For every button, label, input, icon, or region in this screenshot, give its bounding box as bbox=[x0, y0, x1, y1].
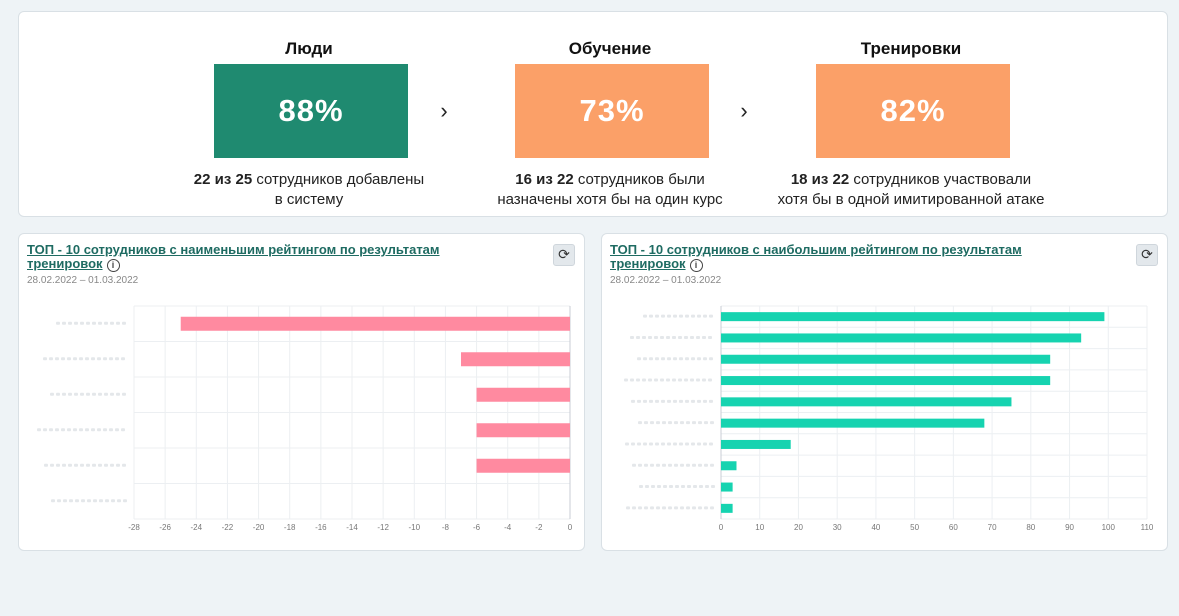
x-tick-label: 110 bbox=[1141, 523, 1154, 532]
bar[interactable] bbox=[721, 439, 791, 449]
highest-rating-chart-card: ТОП - 10 сотрудников с наибольшим рейтин… bbox=[601, 233, 1168, 551]
x-tick-label: -26 bbox=[159, 523, 171, 532]
stat-description: 16 из 22 сотрудников были назначены хотя … bbox=[497, 171, 723, 208]
y-axis-label-redacted bbox=[625, 442, 713, 446]
refresh-icon: ⟳ bbox=[558, 246, 570, 262]
highest-rating-bar-chart: 0 10 20 30 40 50 60 70 80 90 100 110 bbox=[624, 305, 1154, 532]
x-tick-label: 0 bbox=[568, 523, 573, 532]
y-axis-label-redacted bbox=[630, 335, 712, 339]
y-axis-label-redacted bbox=[639, 485, 715, 489]
bar[interactable] bbox=[180, 316, 570, 331]
y-axis-label-redacted bbox=[624, 378, 712, 382]
chart-title-link[interactable]: ТОП - 10 сотрудников с наименьшим рейтин… bbox=[27, 242, 440, 272]
y-axis-label-redacted bbox=[638, 421, 714, 425]
info-icon[interactable]: i bbox=[689, 259, 703, 272]
x-tick-label: -8 bbox=[442, 523, 450, 532]
x-tick-label: 30 bbox=[833, 523, 842, 532]
x-tick-label: -2 bbox=[535, 523, 543, 532]
bar[interactable] bbox=[476, 423, 570, 438]
x-tick-label: 50 bbox=[910, 523, 919, 532]
x-tick-label: -22 bbox=[222, 523, 234, 532]
y-axis-label-redacted bbox=[50, 392, 126, 396]
bar[interactable] bbox=[721, 482, 733, 492]
chart-title-link[interactable]: ТОП - 10 сотрудников с наибольшим рейтин… bbox=[610, 242, 1022, 272]
y-axis-label-redacted bbox=[37, 428, 125, 432]
y-axis-label-redacted bbox=[643, 314, 713, 318]
bar[interactable] bbox=[721, 418, 985, 428]
y-axis-label-redacted bbox=[43, 357, 125, 361]
stat-value-box: 82% bbox=[816, 64, 1010, 158]
bar[interactable] bbox=[476, 387, 570, 402]
stat-title: Тренировки bbox=[860, 39, 962, 58]
bar[interactable] bbox=[721, 397, 1012, 407]
stat-title: Обучение bbox=[568, 39, 652, 58]
stat-description: 22 из 25 сотрудников добавлены в систему bbox=[193, 171, 425, 208]
bar[interactable] bbox=[721, 461, 737, 471]
y-axis-label-redacted bbox=[631, 399, 713, 403]
x-tick-label: 20 bbox=[794, 523, 803, 532]
bar[interactable] bbox=[461, 352, 570, 367]
date-range: 28.02.2022 – 01.03.2022 bbox=[610, 275, 722, 286]
x-tick-label: -24 bbox=[191, 523, 203, 532]
x-tick-label: -4 bbox=[504, 523, 512, 532]
lowest-rating-bar-chart: -28 -26 -24 -22 -20 -18 -16 -14 -12 -10 -8 -6 -4 -2 0 bbox=[37, 305, 573, 532]
y-axis-label-redacted bbox=[632, 463, 714, 467]
info-icon[interactable]: i bbox=[106, 259, 120, 272]
y-axis-label-redacted bbox=[626, 506, 714, 510]
refresh-button[interactable]: ⟳ bbox=[553, 244, 575, 266]
x-tick-label: -20 bbox=[253, 523, 265, 532]
x-tick-label: 100 bbox=[1102, 523, 1116, 532]
x-tick-label: -16 bbox=[315, 523, 327, 532]
bar[interactable] bbox=[721, 503, 733, 513]
x-tick-label: 10 bbox=[755, 523, 764, 532]
y-axis-label-redacted bbox=[44, 463, 126, 467]
x-tick-label: 90 bbox=[1065, 523, 1074, 532]
refresh-button[interactable]: ⟳ bbox=[1136, 244, 1158, 266]
stat-title: Люди bbox=[285, 39, 333, 58]
x-tick-label: -14 bbox=[346, 523, 358, 532]
x-tick-label: 0 bbox=[719, 523, 724, 532]
bar[interactable] bbox=[721, 376, 1051, 386]
y-axis-label-redacted bbox=[56, 321, 126, 325]
x-tick-label: 60 bbox=[949, 523, 958, 532]
bar[interactable] bbox=[476, 458, 570, 473]
chevron-right-icon: › bbox=[740, 98, 748, 123]
x-tick-label: -6 bbox=[473, 523, 481, 532]
chevron-right-icon: › bbox=[440, 98, 448, 123]
x-tick-label: -12 bbox=[377, 523, 389, 532]
y-axis-label-redacted bbox=[637, 357, 713, 361]
bar[interactable] bbox=[721, 333, 1082, 343]
x-tick-label: -10 bbox=[409, 523, 421, 532]
x-tick-label: -18 bbox=[284, 523, 296, 532]
x-tick-label: -28 bbox=[128, 523, 140, 532]
lowest-rating-chart-card: ТОП - 10 сотрудников с наименьшим рейтин… bbox=[18, 233, 585, 551]
bar[interactable] bbox=[721, 354, 1051, 364]
stat-description: 18 из 22 сотрудников участвовали хотя бы … bbox=[777, 171, 1045, 208]
stat-value-box: 73% bbox=[515, 64, 709, 158]
date-range: 28.02.2022 – 01.03.2022 bbox=[27, 275, 139, 286]
x-tick-label: 80 bbox=[1026, 523, 1035, 532]
bar[interactable] bbox=[721, 312, 1105, 322]
stat-value-box: 88% bbox=[214, 64, 408, 158]
y-axis-label-redacted bbox=[51, 499, 127, 503]
x-tick-label: 40 bbox=[871, 523, 880, 532]
summary-card: Люди 88% 22 из 25 сотрудников добавлены в… bbox=[18, 11, 1168, 217]
x-tick-label: 70 bbox=[988, 523, 997, 532]
refresh-icon: ⟳ bbox=[1141, 246, 1153, 262]
